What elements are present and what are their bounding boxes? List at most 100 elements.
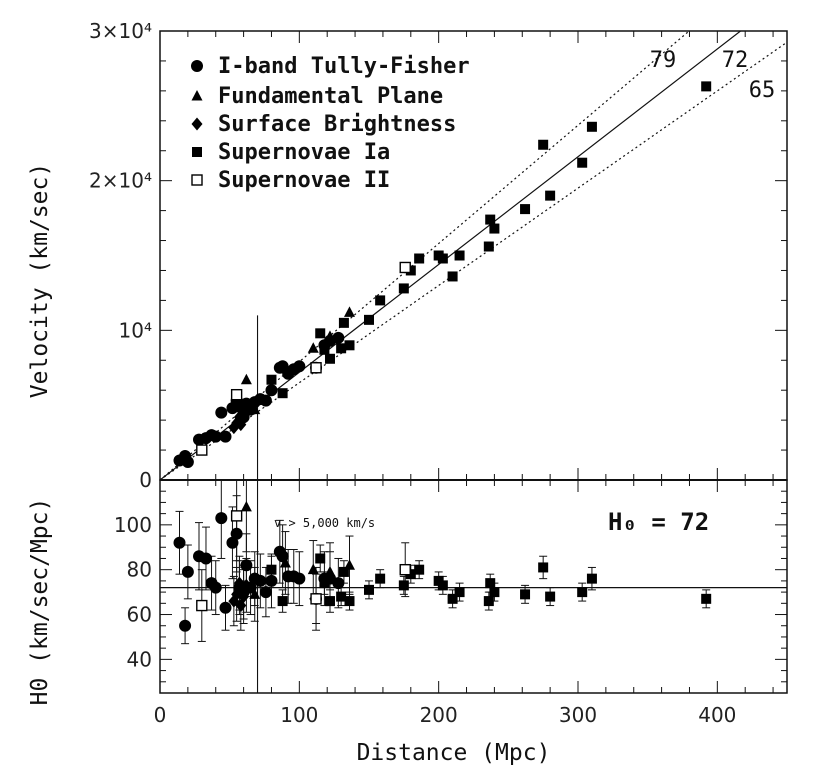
top-point-triangle [279, 361, 291, 373]
top-point-open-square [310, 362, 322, 374]
bottom-point-circle [259, 586, 272, 599]
bottom-point-open-square [399, 563, 411, 576]
y-tick-label-bottom: 100 [114, 513, 152, 537]
bottom-point-filled-square [336, 591, 347, 602]
top-point-filled-square [398, 283, 409, 294]
bottom-point-filled-square [344, 596, 355, 607]
top-point-filled-square [338, 317, 349, 328]
bottom-point-filled-square [414, 564, 425, 575]
x-tick-label: 100 [280, 703, 318, 727]
legend: I-band Tully-Fisher Fundamental Plane Surf… [191, 54, 470, 193]
top-point-open-square [230, 388, 243, 401]
line-label-72: 72 [722, 48, 749, 73]
top-point-triangle [343, 306, 355, 317]
bottom-point-filled-square [520, 589, 531, 600]
y-axis-title-bottom: H0 (km/sec/Mpc) [27, 498, 53, 706]
bottom-point-circle [226, 536, 239, 549]
error-bars-layer [175, 480, 711, 645]
bottom-point-triangle [240, 500, 252, 512]
bottom-point-diamond [240, 578, 252, 592]
y-tick-label-bottom: 60 [127, 603, 152, 627]
top-point-triangle [324, 330, 336, 341]
bottom-point-circle [181, 565, 194, 578]
top-point-triangle [307, 342, 319, 353]
top-point-circle [332, 331, 345, 344]
y-tick-label-top: 10⁴ [119, 318, 152, 342]
top-point-filled-square [414, 253, 425, 264]
x-tick-label: 200 [420, 703, 458, 727]
bottom-point-circle [215, 512, 228, 525]
velocity-cut-annotation: v > 5,000 km/s [274, 516, 375, 530]
top-point-filled-square [485, 214, 496, 225]
x-tick-label: 0 [154, 703, 167, 727]
legend-label: Supernovae Ia [218, 140, 390, 165]
legend-label: Supernovae II [218, 168, 390, 193]
bottom-point-filled-square [447, 593, 458, 604]
bottom-point-filled-square [324, 596, 335, 607]
bottom-point-circle [265, 574, 278, 587]
bottom-point-filled-square [266, 564, 277, 575]
x-tick-label: 300 [559, 703, 597, 727]
top-point-filled-square [483, 241, 494, 252]
bottom-point-filled-square [454, 587, 465, 598]
top-point-triangle [240, 373, 252, 385]
top-point-circle [209, 430, 222, 443]
x-axis-title: Distance (Mpc) [357, 740, 551, 766]
top-point-circle [219, 430, 232, 443]
bottom-point-circle [332, 577, 345, 590]
top-point-filled-square [520, 204, 531, 215]
y-tick-label-top: 2×10⁴ [89, 169, 152, 193]
legend-marker-triangle [191, 90, 203, 101]
bottom-point-open-square [230, 510, 243, 522]
top-point-filled-square [319, 344, 330, 355]
top-point-filled-square [701, 81, 712, 92]
bottom-point-circle [219, 601, 232, 614]
axes-layer [159, 30, 788, 694]
text-layer: 0 100 200 300 400 0 10⁴ 2×10⁴ 3×10⁴ 40 60 80 100 Dist… [27, 19, 775, 766]
top-point-circle [293, 360, 306, 373]
top-point-filled-square [538, 139, 549, 150]
top-point-diamond [240, 406, 252, 420]
top-point-filled-square [266, 374, 277, 385]
y-tick-label-bottom: 80 [127, 558, 152, 582]
legend-label: I-band Tully-Fisher [218, 54, 470, 79]
top-point-filled-square [545, 190, 556, 201]
bottom-point-circle [173, 536, 186, 549]
bottom-point-filled-square [338, 566, 349, 577]
bottom-point-filled-square [538, 562, 549, 573]
legend-marker-filled-square [192, 147, 202, 157]
bottom-point-triangle [324, 565, 336, 577]
bottom-point-circle [293, 572, 306, 585]
bottom-point-filled-square [483, 596, 494, 607]
bottom-point-triangle [249, 588, 261, 599]
top-point-filled-square [577, 157, 588, 168]
top-point-filled-square [437, 253, 448, 264]
data-points-layer [173, 81, 712, 632]
y-tick-label-bottom: 40 [127, 647, 152, 671]
bottom-point-open-square [196, 599, 208, 612]
top-point-open-square [196, 444, 208, 456]
bottom-point-filled-square [315, 553, 326, 564]
bottom-point-circle [209, 581, 222, 594]
top-point-filled-square [336, 343, 347, 354]
top-point-filled-square [364, 314, 374, 325]
bottom-point-filled-square [701, 593, 712, 604]
top-point-triangle [249, 403, 261, 415]
y-axis-title-top: Velocity (km/sec) [27, 163, 53, 398]
bottom-point-triangle [279, 556, 291, 568]
bottom-point-filled-square [489, 587, 500, 598]
bottom-point-circle [230, 527, 243, 540]
line-label-79: 79 [650, 48, 677, 73]
bottom-point-circle [179, 619, 192, 632]
bottom-point-circle [199, 552, 212, 565]
bottom-point-filled-square [319, 578, 330, 589]
top-point-circle [181, 456, 194, 469]
bottom-point-filled-square [586, 573, 597, 584]
top-point-circle [265, 384, 278, 397]
line-label-65: 65 [749, 78, 776, 103]
legend-label: Fundamental Plane [218, 84, 443, 109]
bottom-point-filled-square [577, 587, 588, 598]
bottom-point-filled-square [398, 580, 409, 591]
bottom-point-circle [240, 559, 253, 572]
